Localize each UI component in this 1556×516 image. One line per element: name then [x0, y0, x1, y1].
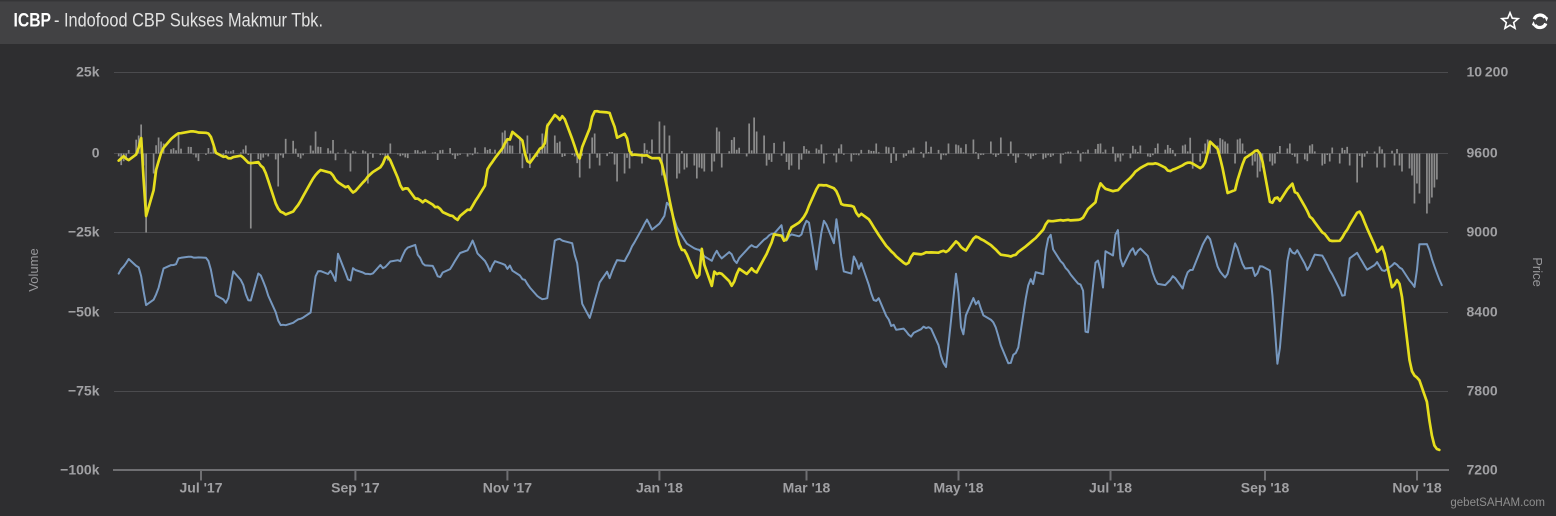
svg-text:−100k: −100k: [60, 462, 100, 478]
svg-text:May '18: May '18: [933, 479, 983, 495]
svg-text:−75k: −75k: [68, 383, 100, 399]
svg-text:0: 0: [92, 145, 100, 161]
svg-text:Nov '17: Nov '17: [483, 479, 532, 495]
svg-text:7200: 7200: [1467, 462, 1498, 478]
svg-text:9000: 9000: [1467, 224, 1498, 240]
svg-text:25k: 25k: [76, 64, 100, 80]
svg-text:−50k: −50k: [68, 304, 100, 320]
svg-text:- Indofood CBP Sukses Makmur T: - Indofood CBP Sukses Makmur Tbk.: [54, 11, 323, 32]
svg-text:Sep '18: Sep '18: [1241, 479, 1290, 495]
svg-text:9600: 9600: [1467, 145, 1498, 161]
svg-text:Mar '18: Mar '18: [783, 479, 831, 495]
svg-text:8400: 8400: [1467, 304, 1498, 320]
svg-text:Jul '17: Jul '17: [179, 479, 222, 495]
svg-text:Nov '18: Nov '18: [1392, 479, 1441, 495]
svg-text:Volume: Volume: [26, 248, 41, 291]
svg-text:gebetSAHAM.com: gebetSAHAM.com: [1450, 497, 1545, 509]
svg-text:10 200: 10 200: [1467, 64, 1509, 80]
svg-text:Jul '18: Jul '18: [1089, 479, 1132, 495]
svg-text:Sep '17: Sep '17: [331, 479, 380, 495]
svg-text:−25k: −25k: [68, 224, 100, 240]
svg-text:7800: 7800: [1467, 383, 1498, 399]
svg-text:Jan '18: Jan '18: [636, 479, 683, 495]
svg-text:Price: Price: [1530, 257, 1545, 287]
svg-text:ICBP: ICBP: [14, 11, 52, 32]
